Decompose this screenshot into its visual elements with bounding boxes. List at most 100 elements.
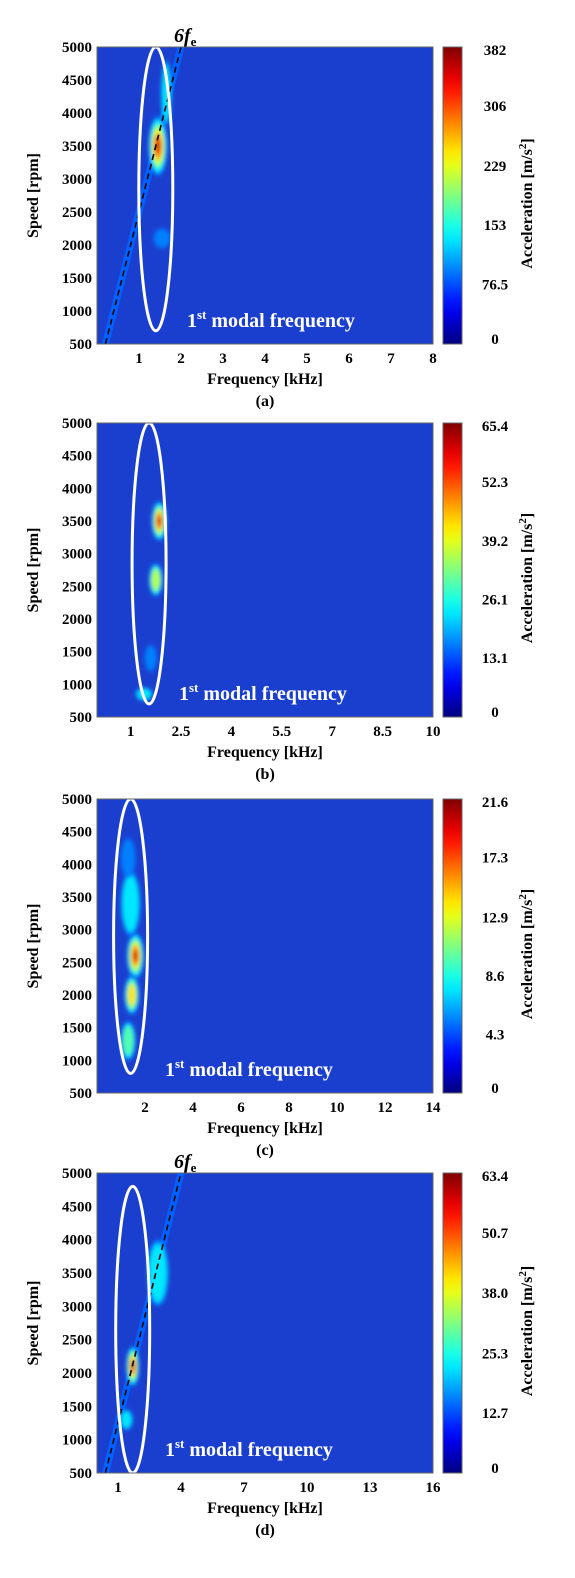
y-tick-label: 1000 xyxy=(62,677,92,693)
y-tick-label: 5000 xyxy=(62,40,92,56)
x-tick-label: 7 xyxy=(387,351,395,367)
y-tick-label: 4500 xyxy=(62,73,92,89)
y-tick-label: 2000 xyxy=(62,612,92,628)
plot-background xyxy=(97,1173,433,1473)
hotspot xyxy=(120,1409,133,1430)
colorbar-tick-label: 65.4 xyxy=(482,419,509,435)
x-tick-label: 1 xyxy=(114,1480,122,1496)
order-label: 6fe xyxy=(174,25,197,49)
y-tick-label: 3000 xyxy=(62,547,92,563)
y-tick-label: 2000 xyxy=(62,238,92,254)
panel-c: 1st modal frequency 2 4 6 8 10 12 14 500 1000 1500… xyxy=(25,792,536,1159)
y-tick-label: 5000 xyxy=(62,792,92,808)
y-tick-label: 2000 xyxy=(62,1366,92,1382)
panel-d: 6fe 1st modal frequency 1 4 7 10 13 16 500 1000 15… xyxy=(25,1151,536,1539)
plot-frame xyxy=(96,46,434,345)
x-tick-label: 10 xyxy=(300,1480,315,1496)
y-tick-label: 4500 xyxy=(62,1199,92,1215)
modal-annotation: 1st modal frequency xyxy=(179,680,347,705)
y-tick-label: 4000 xyxy=(62,481,92,497)
colorbar xyxy=(442,798,463,1094)
colorbar-tick-label: 8.6 xyxy=(486,969,505,985)
x-tick-label: 16 xyxy=(426,1480,442,1496)
x-tick-label: 8.5 xyxy=(373,724,392,740)
colorbar-tick-label: 229 xyxy=(484,159,507,175)
y-tick-label: 5000 xyxy=(62,1166,92,1182)
x-tick-label: 6 xyxy=(237,1100,245,1116)
colorbar-label: Acceleration [m/s2] xyxy=(517,138,536,268)
hotspot xyxy=(148,116,168,176)
hotspot xyxy=(149,563,163,597)
colorbar-tick-label: 0 xyxy=(491,332,499,348)
y-tick-label: 3000 xyxy=(62,923,92,939)
x-tick-label: 14 xyxy=(426,1100,442,1116)
x-axis-label: Frequency [kHz] xyxy=(207,1500,323,1517)
colorbar-tick-label: 50.7 xyxy=(482,1226,509,1242)
hotspot xyxy=(153,228,171,249)
y-axis-label: Speed [rpm] xyxy=(25,153,42,238)
x-tick-label: 6 xyxy=(345,351,353,367)
colorbar-tick-label: 12.7 xyxy=(482,1406,509,1422)
x-tick-label: 2 xyxy=(141,1100,149,1116)
y-tick-label: 1500 xyxy=(62,271,92,287)
colorbar-label: Acceleration [m/s2] xyxy=(517,1266,536,1396)
colorbar-tick-label: 12.9 xyxy=(482,910,508,926)
hotspot xyxy=(151,501,167,541)
panel-a: 6fe 1st modal frequency 1 2 3 4 5 6 7 8 500 1000 150… xyxy=(25,25,536,410)
order-line xyxy=(104,1173,182,1473)
y-tick-label: 500 xyxy=(70,710,93,726)
y-tick-label: 4500 xyxy=(62,825,92,841)
x-tick-label: 13 xyxy=(363,1480,378,1496)
colorbar-tick-label: 39.2 xyxy=(482,534,508,550)
x-tick-label: 2.5 xyxy=(172,724,191,740)
y-tick-label: 3500 xyxy=(62,890,92,906)
colorbar-tick-label: 38.0 xyxy=(482,1286,508,1302)
plot-background xyxy=(97,47,433,344)
y-tick-label: 4500 xyxy=(62,449,92,465)
x-tick-label: 5 xyxy=(303,351,311,367)
y-axis-label: Speed [rpm] xyxy=(25,904,42,989)
y-tick-label: 2500 xyxy=(62,1333,92,1349)
modal-annotation: 1st modal frequency xyxy=(165,1436,333,1461)
y-tick-label: 4000 xyxy=(62,106,92,122)
y-tick-label: 2500 xyxy=(62,579,92,595)
colorbar-tick-label: 26.1 xyxy=(482,593,508,609)
y-tick-label: 2000 xyxy=(62,988,92,1004)
x-tick-label: 4 xyxy=(189,1100,197,1116)
colorbar-label: Acceleration [m/s2] xyxy=(517,889,536,1019)
order-label: 6fe xyxy=(174,1151,197,1175)
y-tick-label: 500 xyxy=(70,1466,93,1482)
colorbar-tick-label: 25.3 xyxy=(482,1346,508,1362)
x-tick-label: 7 xyxy=(240,1480,248,1496)
colorbar-tick-label: 17.3 xyxy=(482,851,508,867)
colorbar-tick-label: 76.5 xyxy=(482,278,508,294)
hotspot xyxy=(144,645,157,672)
y-tick-label: 3500 xyxy=(62,139,92,155)
colorbar-tick-label: 13.1 xyxy=(482,651,508,667)
y-axis-label: Speed [rpm] xyxy=(25,1281,42,1366)
y-tick-label: 500 xyxy=(70,1086,93,1102)
y-tick-label: 500 xyxy=(70,337,93,353)
colorbar-tick-label: 21.6 xyxy=(482,795,509,811)
x-tick-label: 4 xyxy=(177,1480,185,1496)
colorbar-tick-label: 63.4 xyxy=(482,1169,509,1185)
panel-caption: (a) xyxy=(256,393,275,410)
panel-caption: (d) xyxy=(255,1522,275,1539)
y-tick-label: 1000 xyxy=(62,304,92,320)
y-tick-label: 3500 xyxy=(62,1266,92,1282)
colorbar xyxy=(442,46,463,345)
hotspot xyxy=(121,1021,136,1061)
colorbar xyxy=(442,422,463,718)
x-tick-label: 1 xyxy=(127,724,135,740)
x-tick-label: 4 xyxy=(228,724,236,740)
y-tick-label: 1000 xyxy=(62,1053,92,1069)
x-tick-label: 7 xyxy=(328,724,336,740)
colorbar-tick-label: 306 xyxy=(484,99,507,115)
y-tick-label: 1000 xyxy=(62,1433,92,1449)
y-tick-label: 2500 xyxy=(62,955,92,971)
colorbar-tick-label: 382 xyxy=(484,43,507,59)
x-tick-label: 3 xyxy=(219,351,227,367)
x-tick-label: 4 xyxy=(261,351,269,367)
colorbar-tick-label: 0 xyxy=(491,1461,499,1477)
modal-annotation: 1st modal frequency xyxy=(187,307,355,332)
